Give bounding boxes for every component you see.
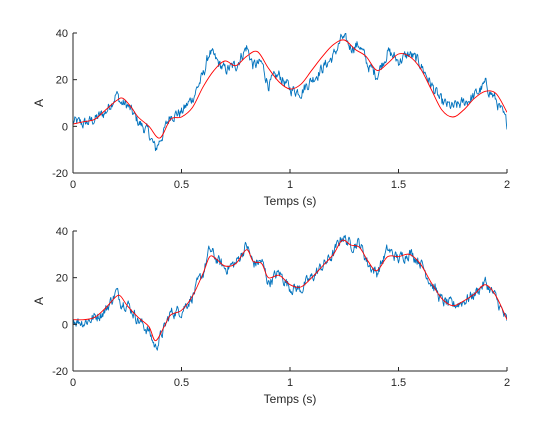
x-tick-label: 0 <box>70 377 76 389</box>
y-tick-label: 20 <box>56 273 68 285</box>
y-tick-label: 20 <box>56 75 68 87</box>
x-tick-label: 2 <box>504 377 510 389</box>
x-tick-label: 1.5 <box>391 377 406 389</box>
y-tick-label: -20 <box>52 168 68 180</box>
x-axis-label: Temps (s) <box>264 392 317 406</box>
y-tick-label: 0 <box>62 319 68 331</box>
y-tick-label: -20 <box>52 366 68 378</box>
x-tick-label: 1 <box>287 179 293 191</box>
plot-area <box>73 33 507 173</box>
x-tick-label: 0.5 <box>174 377 189 389</box>
y-tick-label: 40 <box>56 226 68 238</box>
series-line-noisy <box>73 33 507 152</box>
y-tick-label: 0 <box>62 121 68 133</box>
plot-area <box>73 231 507 371</box>
series-line-smooth <box>73 239 507 342</box>
series-line-smooth <box>73 39 507 139</box>
x-tick-label: 2 <box>504 179 510 191</box>
x-tick-label: 1 <box>287 377 293 389</box>
x-axis-label: Temps (s) <box>264 194 317 208</box>
y-axis-label: A <box>32 297 46 305</box>
y-axis-label: A <box>32 99 46 107</box>
x-tick-label: 0 <box>70 179 76 191</box>
y-tick-label: 40 <box>56 28 68 40</box>
x-tick-label: 0.5 <box>174 179 189 191</box>
series-line-noisy <box>73 234 507 351</box>
x-tick-label: 1.5 <box>391 179 406 191</box>
